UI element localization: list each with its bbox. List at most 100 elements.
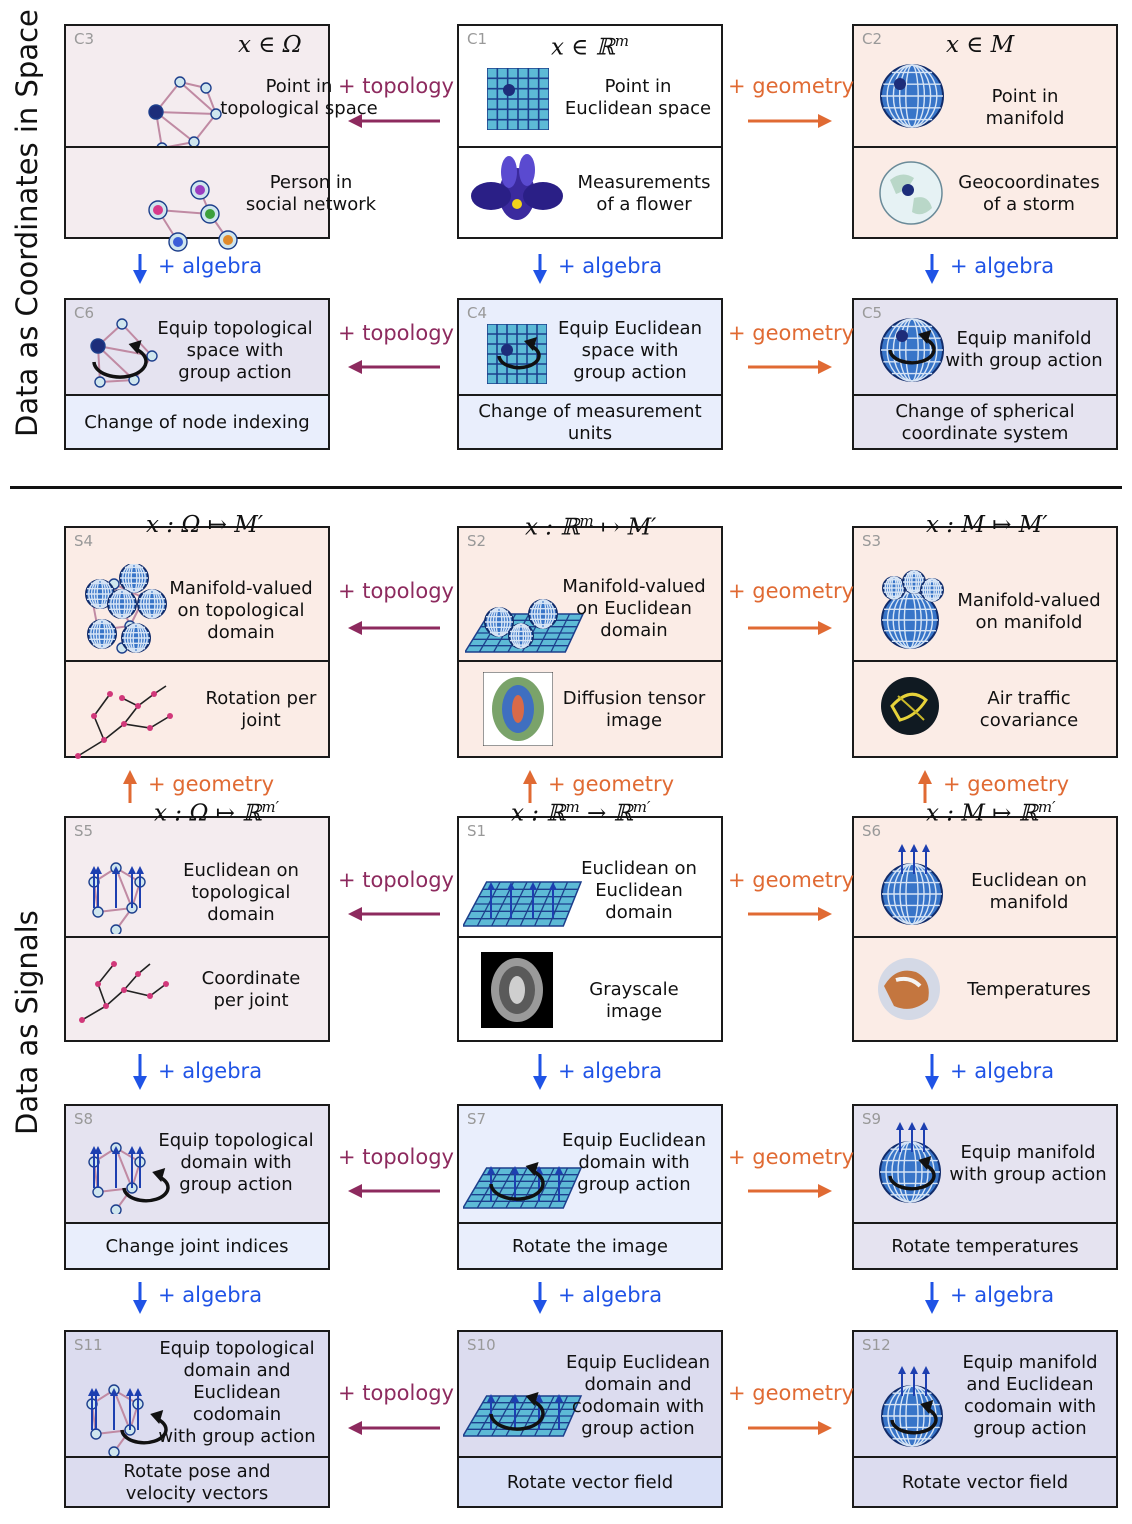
box-code: S3 bbox=[862, 532, 882, 550]
s5-illustration-icon bbox=[76, 838, 172, 938]
lower-panel: Rotate vector field bbox=[459, 1456, 721, 1506]
algebra-label: + algebra bbox=[158, 1059, 263, 1083]
box-example: Rotation per joint bbox=[205, 688, 317, 731]
box-formula: x : ℝm → ℝm′ bbox=[511, 798, 651, 827]
geometry-arrow bbox=[748, 1421, 832, 1435]
side-label-signals: Data as Signals bbox=[10, 910, 44, 1135]
box-c2: C2 x ∈ M Point in manifold Geocoordinates o… bbox=[852, 24, 1118, 239]
geometry-arrow bbox=[748, 114, 832, 128]
algebra-label: + algebra bbox=[950, 254, 1055, 278]
upper-panel: S4 x : Ω ↦ M′ Manifold-valued on topologic… bbox=[66, 512, 328, 660]
algebra-arrow bbox=[925, 1054, 939, 1090]
c4-illustration-icon bbox=[486, 323, 548, 388]
upper-panel: C3 x ∈ Ω Point in topological space bbox=[66, 26, 378, 154]
s12-illustration-icon bbox=[878, 1362, 948, 1452]
box-example: Diffusion tensor image bbox=[562, 688, 706, 731]
side-label-coordinates: Data as Coordinates in Space bbox=[10, 9, 44, 437]
box-code: C4 bbox=[467, 304, 488, 322]
box-s6: S6 x : M ↦ ℝm′ Euclidean on manifold Temper… bbox=[852, 798, 1118, 1042]
algebra-arrow bbox=[925, 1282, 939, 1314]
box-s10: S10 Equip Euclidean domain and codomain w… bbox=[457, 1330, 723, 1508]
box-description: Point in topological space bbox=[220, 76, 378, 119]
lower-panel: Diffusion tensor image bbox=[459, 660, 721, 756]
box-description: Euclidean on Euclidean domain bbox=[581, 858, 697, 923]
s11-illustration-icon bbox=[74, 1360, 170, 1460]
box-code: C3 bbox=[74, 30, 95, 48]
s10-illustration-icon bbox=[461, 1368, 583, 1442]
lower-panel: Temperatures bbox=[854, 936, 1116, 1040]
upper-panel: S7 Equip Euclidean domain with group acti… bbox=[459, 1106, 721, 1222]
upper-panel: S9 Equip manifold with group action bbox=[854, 1106, 1116, 1222]
s5-example-icon bbox=[76, 950, 176, 1034]
geometry-arrow bbox=[748, 360, 832, 374]
algebra-arrow bbox=[133, 1282, 147, 1314]
upper-panel: S1 x : ℝm → ℝm′ Euclidean on Euclidean dom… bbox=[459, 798, 721, 936]
box-s11: S11 Equip topological domain and Euclidea… bbox=[64, 1330, 330, 1508]
upper-panel: C6 Equip topological space with group act… bbox=[66, 300, 328, 394]
upper-panel: C4 Equip Euclidean space with group actio… bbox=[459, 300, 721, 394]
box-formula: x : M ↦ M′ bbox=[926, 512, 1048, 538]
upper-panel: S12 Equip manifold and Euclidean codomain… bbox=[854, 1332, 1116, 1456]
upper-panel: S8 Equip topological domain with group ac… bbox=[66, 1106, 328, 1222]
algebra-label: + algebra bbox=[158, 1283, 263, 1307]
box-formula: x : ℝm ↦ M′ bbox=[525, 512, 657, 541]
lower-panel: Rotate the image bbox=[459, 1222, 721, 1268]
box-example: Rotate vector field bbox=[901, 1472, 1069, 1493]
box-example: Grayscale image bbox=[589, 979, 679, 1022]
c2-illustration-icon bbox=[878, 62, 946, 134]
geometry-label: + geometry bbox=[728, 1145, 855, 1169]
upper-panel: S3 x : M ↦ M′ Manifold-valued on manifold bbox=[854, 512, 1116, 660]
algebra-arrow bbox=[133, 254, 147, 284]
topology-arrow bbox=[348, 1421, 440, 1435]
box-example: Rotate vector field bbox=[506, 1472, 674, 1493]
box-example: Air traffic covariance bbox=[979, 688, 1079, 731]
box-description: Manifold-valued on topological domain bbox=[169, 578, 313, 643]
c1-example-icon bbox=[469, 154, 565, 228]
s1-example-icon bbox=[481, 952, 553, 1032]
box-code: C2 bbox=[862, 30, 883, 48]
geometry-arrow bbox=[748, 621, 832, 635]
algebra-label: + algebra bbox=[558, 1059, 663, 1083]
box-example: Change of spherical coordinate system bbox=[895, 401, 1075, 444]
box-description: Equip manifold with group action bbox=[949, 1142, 1107, 1185]
box-code: S1 bbox=[467, 822, 487, 840]
s9-illustration-icon bbox=[876, 1118, 946, 1208]
box-s5: S5 x : Ω ↦ ℝm′ Euclidean on topological do… bbox=[64, 798, 330, 1042]
box-example: Temperatures bbox=[967, 979, 1091, 1000]
lower-panel: Rotate pose and velocity vectors bbox=[66, 1456, 328, 1506]
geometry-label: + geometry bbox=[728, 1381, 855, 1405]
lower-panel: Air traffic covariance bbox=[854, 660, 1116, 756]
geometry-up-label: + geometry bbox=[548, 772, 675, 796]
box-s12: S12 Equip manifold and Euclidean codomain… bbox=[852, 1330, 1118, 1508]
box-description: Euclidean on manifold bbox=[971, 870, 1087, 913]
box-code: S11 bbox=[74, 1336, 103, 1354]
upper-panel: C2 x ∈ M Point in manifold bbox=[854, 26, 1116, 146]
lower-panel: Change of node indexing bbox=[66, 394, 328, 448]
topology-arrow bbox=[348, 907, 440, 921]
lower-panel: Rotation per joint bbox=[66, 660, 328, 759]
box-example: Change of node indexing bbox=[84, 412, 310, 433]
s4-example-icon bbox=[74, 676, 184, 766]
box-c1: C1 x ∈ ℝm Point in Euclidean space Measurem… bbox=[457, 24, 723, 239]
lower-panel: Change of measurement units bbox=[459, 394, 721, 448]
box-description: Point in manifold bbox=[985, 86, 1065, 129]
geometry-label: + geometry bbox=[728, 321, 855, 345]
box-description: Equip Euclidean domain and codomain with… bbox=[566, 1352, 710, 1439]
upper-panel: S6 x : M ↦ ℝm′ Euclidean on manifold bbox=[854, 798, 1116, 936]
box-code: S8 bbox=[74, 1110, 94, 1128]
topology-label: + topology bbox=[338, 868, 454, 892]
s2-illustration-icon bbox=[463, 584, 585, 658]
c5-illustration-icon bbox=[878, 316, 946, 388]
algebra-arrow bbox=[533, 254, 547, 284]
section-divider bbox=[10, 486, 1122, 489]
lower-panel: Geocoordinates of a storm bbox=[854, 146, 1116, 237]
box-description: Equip topological space with group actio… bbox=[157, 318, 313, 383]
lower-panel: Coordinate per joint bbox=[66, 936, 328, 1040]
box-description: Equip manifold with group action bbox=[945, 328, 1103, 371]
geometry-up-label: + geometry bbox=[148, 772, 275, 796]
geometry-label: + geometry bbox=[728, 74, 855, 98]
box-code: S9 bbox=[862, 1110, 882, 1128]
box-description: Equip manifold and Euclidean codomain wi… bbox=[962, 1352, 1098, 1439]
s1-illustration-icon bbox=[461, 858, 583, 932]
topology-arrow bbox=[348, 114, 440, 128]
